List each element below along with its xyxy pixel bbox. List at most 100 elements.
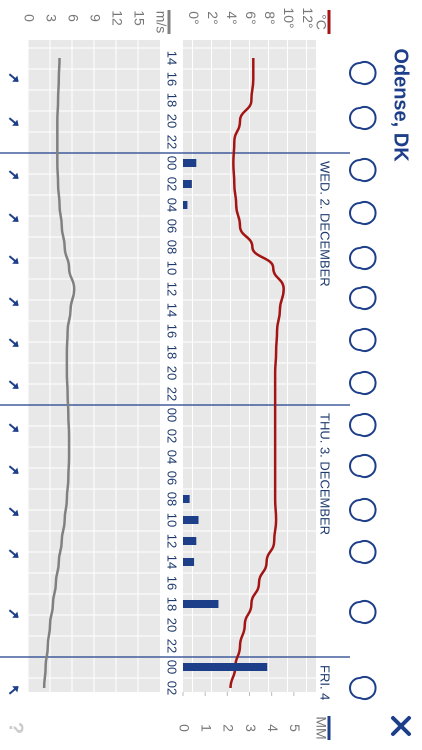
weather-icon	[349, 371, 377, 395]
precip-tick-label: 4	[265, 724, 281, 732]
precip-bar	[183, 663, 268, 671]
weather-icon	[349, 106, 377, 130]
wind-arrow-head	[12, 215, 19, 222]
time-label: 18	[165, 597, 180, 611]
wind-arrow	[8, 170, 19, 179]
wind-arrow	[8, 297, 19, 306]
wind-arrow	[8, 549, 19, 558]
wind-arrow	[8, 338, 19, 347]
day-label: WED. 2. DECEMBER	[318, 161, 333, 287]
time-label: 18	[165, 93, 180, 107]
unit-label: °C	[313, 14, 329, 30]
time-label: 22	[165, 387, 180, 401]
time-label: 14	[165, 303, 180, 317]
weather-icon	[349, 413, 377, 437]
precip-tick-label: 3	[243, 724, 259, 732]
time-label: 10	[165, 513, 180, 527]
temperature-line	[229, 57, 285, 689]
wind-tick-label: 3	[43, 14, 59, 22]
time-label: 08	[165, 492, 180, 506]
time-label: 22	[165, 135, 180, 149]
weather-icon	[349, 498, 377, 522]
precip-tick-label: 5	[287, 724, 303, 732]
wind-arrow	[8, 507, 19, 516]
wind-arrow	[8, 117, 19, 126]
time-label: 06	[165, 471, 180, 485]
location-title: Odense, DK	[390, 48, 412, 162]
precip-bar	[183, 159, 197, 167]
time-label: 22	[165, 639, 180, 653]
wind-tick-label: 9	[87, 14, 103, 22]
unit-label: MM	[313, 716, 329, 739]
time-label: 02	[165, 177, 180, 191]
wind-arrow-head	[12, 299, 19, 306]
precip-bar	[183, 537, 197, 545]
temp-tick-label: 8°	[262, 11, 278, 24]
temp-tick-label: 0°	[186, 11, 202, 24]
time-label: 16	[165, 576, 180, 590]
wind-arrow-head	[12, 340, 19, 347]
time-label: 18	[165, 345, 180, 359]
wind-arrow-head	[12, 509, 19, 516]
time-label: 20	[165, 114, 180, 128]
precip-bar	[183, 495, 190, 503]
day-label: FRI. 4	[318, 665, 333, 700]
close-button[interactable]	[391, 716, 411, 736]
precip-tick-label: 0	[176, 724, 192, 732]
wind-arrow	[8, 380, 19, 389]
wind-tick-label: 15	[131, 10, 147, 26]
wind-arrow-head	[12, 611, 19, 618]
temp-tick-label: 10°	[281, 7, 297, 28]
day-label: THU. 3. DECEMBER	[318, 413, 333, 535]
weather-icon	[349, 600, 377, 624]
time-label: 00	[165, 156, 180, 170]
wind-tick-label: 12	[109, 10, 125, 26]
time-label: 08	[165, 240, 180, 254]
time-label: 00	[165, 660, 180, 674]
weather-icon	[349, 676, 377, 700]
time-label: 12	[165, 534, 180, 548]
wind-arrow-head	[12, 467, 19, 474]
time-label: 06	[165, 219, 180, 233]
time-label: 02	[165, 681, 180, 695]
time-label: 04	[165, 198, 180, 212]
wind-arrow	[8, 73, 19, 82]
time-label: 16	[165, 324, 180, 338]
wind-arrow-head	[12, 686, 19, 693]
help-button[interactable]: ?	[5, 722, 27, 734]
wind-arrow	[8, 465, 19, 474]
precip-bar	[183, 180, 192, 188]
precip-bar	[183, 201, 188, 209]
precip-bar	[183, 516, 199, 524]
time-label: 16	[165, 72, 180, 86]
time-label: 14	[165, 555, 180, 569]
time-label: 12	[165, 282, 180, 296]
time-label: 04	[165, 450, 180, 464]
wind-arrow-head	[12, 551, 19, 558]
temp-tick-label: 6°	[243, 11, 259, 24]
precip-tick-label: 2	[221, 724, 237, 732]
weather-icon	[349, 201, 377, 225]
time-label: 20	[165, 618, 180, 632]
wind-tick-label: 6	[65, 14, 81, 22]
weather-icon	[349, 328, 377, 352]
time-label: 14	[165, 51, 180, 65]
wind-arrow	[8, 213, 19, 222]
wind-arrow	[8, 255, 19, 264]
temp-tick-label: 12°	[300, 7, 316, 28]
time-label: 00	[165, 408, 180, 422]
time-label: 10	[165, 261, 180, 275]
weather-icon	[349, 61, 377, 85]
wind-arrow	[8, 686, 19, 695]
weather-icon	[349, 246, 377, 270]
unit-label: m/s	[153, 11, 169, 34]
wind-arrow	[8, 609, 19, 618]
wind-tick-label: 0	[21, 14, 37, 22]
wind-arrow-head	[12, 257, 19, 264]
wind-arrow-head	[12, 75, 19, 82]
weather-icon	[349, 286, 377, 310]
precip-tick-label: 1	[198, 724, 214, 732]
precip-bar	[183, 558, 195, 566]
weather-icon	[349, 158, 377, 182]
